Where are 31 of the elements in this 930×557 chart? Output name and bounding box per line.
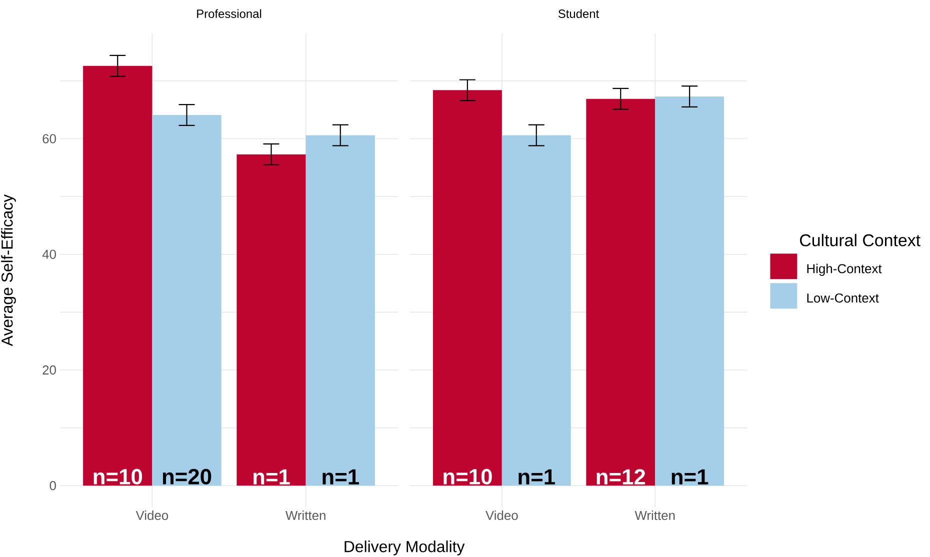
x-tick-label: Video <box>486 510 518 520</box>
bar <box>306 135 375 486</box>
x-tick-label: Written <box>285 510 326 520</box>
annotation: n=1 <box>672 469 708 484</box>
y-tick-label: 40 <box>42 250 56 259</box>
annotation: n=1 <box>254 469 290 484</box>
bar <box>655 96 724 486</box>
bar <box>502 135 571 486</box>
chart-title: Professional <box>197 9 262 18</box>
y-tick-label: 20 <box>42 365 56 375</box>
legend-title: Cultural Context <box>800 234 920 246</box>
y-axis-title: Average Self-Efficacy <box>1 194 16 346</box>
bar <box>432 90 502 486</box>
annotation: n=1 <box>518 469 555 484</box>
annotation: n=10 <box>94 468 142 484</box>
bar <box>83 66 152 486</box>
legend-label: Low-Context <box>807 293 879 303</box>
annotation: n=10 <box>444 468 492 484</box>
bar <box>586 98 656 486</box>
annotation: n=20 <box>162 468 212 484</box>
bar <box>152 115 222 486</box>
annotation: n=1 <box>322 469 359 484</box>
chart-title: Student <box>558 9 600 18</box>
y-tick-label: 60 <box>42 134 56 144</box>
y-tick-label: 0 <box>50 481 56 490</box>
legend-label: High-Context <box>807 264 882 276</box>
x-axis-title: Delivery Modality <box>344 540 465 556</box>
bar <box>236 154 306 486</box>
x-tick-label: Written <box>634 510 675 520</box>
x-tick-label: Video <box>136 510 168 520</box>
annotation: n=12 <box>596 469 646 484</box>
